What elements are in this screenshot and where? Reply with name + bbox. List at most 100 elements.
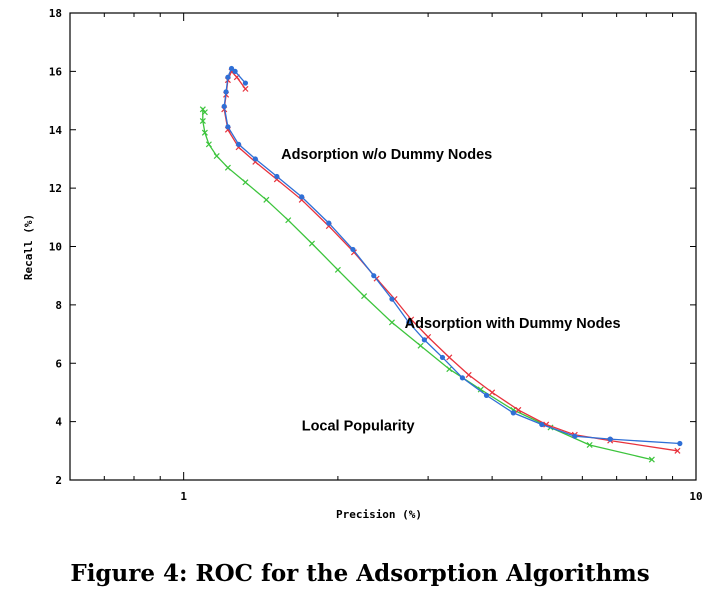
series-annotations: Adsorption w/o Dummy Nodes Adsorption wit…: [281, 147, 620, 434]
y-tick-label: 12: [49, 182, 62, 195]
y-tick-label: 2: [55, 474, 62, 487]
marker-stroke: [199, 106, 206, 113]
data-point-without_dummy: [223, 89, 229, 95]
y-axis-label: Recall (%): [22, 214, 35, 280]
data-point-without_dummy: [483, 392, 490, 398]
data-point-local_popularity: [242, 179, 249, 186]
y-tick-label: 4: [55, 416, 62, 429]
data-point-without_dummy: [406, 319, 412, 325]
data-point-with_dummy: [489, 389, 496, 396]
figure-caption: Figure 4: ROC for the Adsorption Algorit…: [70, 560, 650, 587]
annotation-label: Adsorption with Dummy Nodes: [405, 316, 621, 332]
data-point-local_popularity: [213, 152, 220, 160]
series-line-with_dummy: [223, 70, 678, 452]
data-point-with_dummy: [242, 85, 249, 92]
marker-stroke: [308, 240, 315, 247]
series-line-without_dummy: [223, 67, 680, 445]
marker-stroke: [334, 266, 341, 273]
data-point-with_dummy: [465, 371, 472, 378]
data-point-local_popularity: [201, 109, 208, 116]
marker-stroke: [446, 354, 453, 361]
marker-stroke: [201, 129, 208, 136]
data-point-without_dummy: [235, 141, 242, 147]
y-tick-label: 18: [49, 7, 62, 20]
data-point-local_popularity: [285, 217, 292, 224]
data-point-local_popularity: [586, 441, 593, 448]
data-point-without_dummy: [274, 173, 280, 180]
marker-stroke: [242, 179, 249, 186]
data-point-local_popularity: [648, 456, 655, 463]
marker-stroke: [648, 456, 655, 463]
data-point-without_dummy: [389, 296, 395, 302]
data-point-with_dummy: [674, 447, 681, 454]
annotation-label: Adsorption w/o Dummy Nodes: [281, 147, 492, 163]
axis-ticks: 2 4 6 8 10 12 14 16 18 1 10: [49, 7, 703, 503]
data-point-local_popularity: [201, 129, 208, 136]
data-point-without_dummy: [459, 375, 466, 381]
x-tick-label: 1: [180, 490, 187, 503]
data-point-local_popularity: [477, 386, 484, 393]
marker-stroke: [263, 196, 270, 203]
data-point-local_popularity: [263, 196, 270, 203]
data-point-without_dummy: [242, 80, 249, 86]
y-tick-label: 16: [49, 65, 63, 78]
data-point-without_dummy: [572, 433, 578, 439]
marker-stroke: [543, 421, 550, 428]
data-point-without_dummy: [221, 103, 227, 109]
x-axis-label: Precision (%): [336, 508, 422, 521]
data-point-without_dummy: [677, 440, 683, 447]
marker-stroke: [205, 141, 212, 148]
marker-stroke: [285, 217, 292, 224]
annotation-label: Local Popularity: [302, 418, 415, 434]
data-point-without_dummy: [252, 156, 258, 162]
x-tick-label: 10: [689, 490, 702, 503]
data-point-local_popularity: [446, 366, 453, 373]
data-point-local_popularity: [205, 141, 212, 148]
marker-stroke: [515, 406, 522, 413]
y-tick-label: 14: [49, 124, 63, 137]
y-tick-label: 10: [49, 241, 62, 254]
marker-stroke: [465, 371, 472, 378]
data-point-without_dummy: [371, 273, 377, 279]
data-point-local_popularity: [361, 293, 368, 300]
data-point-without_dummy: [510, 410, 516, 416]
data-point-without_dummy: [421, 337, 427, 343]
data-point-without_dummy: [607, 436, 613, 442]
marker-stroke: [417, 342, 424, 349]
data-point-without_dummy: [225, 74, 231, 80]
y-tick-label: 8: [55, 299, 62, 312]
series-lines: [199, 65, 683, 463]
marker-stroke: [361, 293, 368, 300]
data-point-without_dummy: [225, 124, 231, 130]
marker-stroke: [242, 85, 249, 92]
data-point-without_dummy: [299, 194, 305, 200]
marker-stroke: [213, 152, 220, 160]
data-point-local_popularity: [334, 266, 341, 273]
data-point-without_dummy: [228, 65, 235, 72]
marker-stroke: [489, 389, 496, 396]
y-tick-label: 6: [55, 357, 62, 370]
data-point-without_dummy: [232, 68, 238, 74]
data-point-without_dummy: [539, 421, 545, 428]
data-point-local_popularity: [308, 240, 315, 247]
data-point-with_dummy: [515, 406, 522, 413]
marker-stroke: [674, 447, 681, 454]
data-point-without_dummy: [439, 354, 446, 361]
data-point-without_dummy: [350, 246, 356, 253]
marker-stroke: [388, 319, 395, 326]
data-point-without_dummy: [326, 220, 332, 226]
data-point-with_dummy: [446, 354, 453, 361]
data-point-local_popularity: [388, 319, 395, 326]
marker-stroke: [201, 109, 208, 116]
marker-stroke: [446, 366, 453, 373]
data-point-local_popularity: [417, 342, 424, 349]
marker-stroke: [477, 386, 484, 393]
marker-stroke: [350, 249, 358, 256]
roc-chart: 2 4 6 8 10 12 14 16 18 1 10 Adsorption w/o Dummy N…: [22, 7, 703, 521]
data-point-local_popularity: [224, 164, 231, 171]
marker-stroke: [199, 117, 206, 125]
marker-stroke: [586, 441, 593, 448]
marker-stroke: [224, 164, 231, 171]
data-point-local_popularity: [199, 117, 206, 125]
